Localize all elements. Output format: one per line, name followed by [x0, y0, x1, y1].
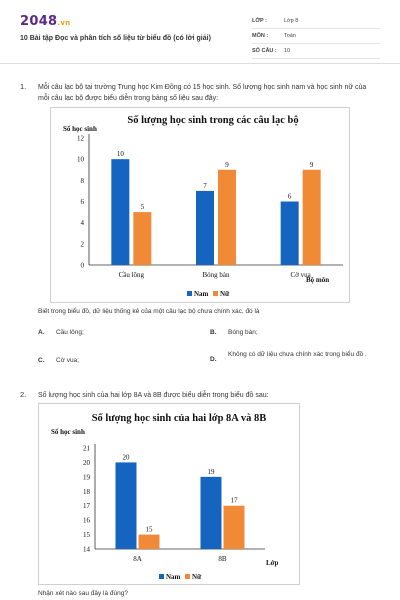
option-c[interactable]: C. Cờ vua;: [38, 356, 198, 365]
x-axis-label: Bộ môn: [306, 276, 329, 284]
meta-key: MÔN :: [252, 33, 269, 39]
option-key: B.: [210, 329, 217, 336]
y-tick-label: 0: [81, 262, 85, 270]
data-label: 9: [310, 161, 314, 169]
question-number: 1.: [20, 82, 27, 91]
option-text: Cờ vua;: [56, 357, 80, 364]
y-axis-label: Số học sinh: [63, 125, 97, 133]
y-tick-label: 4: [81, 219, 85, 227]
document-title: 10 Bài tập Đọc và phân tích số liệu từ b…: [20, 35, 211, 42]
chart-classes-svg: Số lượng học sinh của hai lớp 8A và 8B Số…: [51, 413, 279, 581]
x-tick-label: Cờ vua: [291, 271, 312, 279]
document-meta: LỚP : Lớp 8 MÔN : Toán SỐ CÂU : 10: [252, 14, 380, 59]
option-key: C.: [38, 357, 45, 364]
meta-value: Lớp 8: [284, 18, 299, 24]
data-label: 15: [146, 526, 154, 534]
logo-suffix: .vn: [57, 19, 71, 27]
y-tick-label: 6: [81, 198, 85, 206]
option-text: Bóng bàn;: [228, 329, 258, 336]
y-tick-label: 18: [83, 488, 91, 496]
site-logo[interactable]: 2048.vn: [20, 14, 71, 29]
bar-nam: [196, 190, 214, 265]
data-label: 20: [123, 453, 131, 461]
legend-swatch: [187, 291, 192, 296]
x-tick-label: Cầu lông: [119, 271, 145, 279]
chart-classes: Số lượng học sinh của hai lớp 8A và 8B Số…: [38, 403, 300, 585]
question-1-prompt: Biết trong biểu đồ, dữ liệu thống kê của…: [38, 308, 260, 315]
legend-label: Nữ: [192, 573, 202, 581]
option-a[interactable]: A. Cầu lông;: [38, 328, 198, 337]
y-tick-label: 21: [83, 445, 91, 453]
page-header: 2048.vn 10 Bài tập Đọc và phân tích số l…: [0, 0, 400, 64]
y-tick-label: 20: [83, 459, 91, 467]
y-tick-label: 12: [77, 135, 85, 143]
meta-row-class: LỚP : Lớp 8: [252, 14, 380, 29]
meta-value: 10: [284, 48, 291, 54]
option-d[interactable]: D. Không có dữ liệu chưa chính xác trong …: [210, 350, 378, 364]
legend-label: Nam: [166, 573, 181, 581]
legend-swatch: [185, 574, 190, 579]
data-label: 7: [203, 182, 207, 190]
y-tick-label: 8: [81, 177, 85, 185]
meta-key: LỚP :: [252, 18, 267, 24]
option-key: D.: [210, 356, 217, 363]
y-tick-label: 10: [77, 156, 85, 164]
x-tick-label: Bóng bàn: [202, 271, 230, 279]
data-label: 10: [117, 150, 125, 158]
logo-text: 2048: [20, 14, 58, 29]
data-label: 6: [288, 193, 292, 201]
meta-row-count: SỐ CÂU : 10: [252, 44, 380, 59]
meta-key: SỐ CÂU :: [252, 48, 277, 54]
chart-title: Số lượng học sinh của hai lớp 8A và 8B: [92, 413, 267, 424]
question-text: Mỗi câu lạc bộ tại trường Trung học Kim …: [38, 84, 367, 102]
option-b[interactable]: B. Bóng bàn;: [210, 328, 370, 337]
bar-nam: [115, 462, 137, 549]
chart-clubs: Số lượng học sinh trong các câu lạc bộ Số…: [50, 107, 350, 303]
y-axis-label: Số học sinh: [51, 428, 85, 436]
data-label: 19: [208, 468, 216, 476]
legend-swatch: [159, 574, 164, 579]
y-tick-label: 14: [83, 546, 91, 554]
bar-nu: [133, 212, 152, 265]
data-label: 17: [231, 497, 239, 505]
y-tick-label: 15: [83, 531, 91, 539]
question-text: Số lượng học sinh của hai lớp 8A và 8B đ…: [38, 392, 269, 399]
question-2-prompt: Nhận xét nào sau đây là đúng?: [38, 590, 128, 597]
question-number: 2.: [20, 390, 27, 399]
bar-nu: [302, 169, 321, 265]
data-label: 9: [225, 161, 229, 169]
chart-title: Số lượng học sinh trong các câu lạc bộ: [127, 115, 298, 126]
bar-nam: [111, 159, 130, 265]
bar-nam: [280, 201, 299, 265]
y-tick-label: 16: [83, 517, 91, 525]
bar-nu: [218, 169, 236, 265]
chart-clubs-svg: Số lượng học sinh trong các câu lạc bộ Số…: [63, 115, 343, 298]
legend-swatch: [213, 291, 218, 296]
bar-nam: [200, 476, 222, 549]
option-key: A.: [38, 329, 45, 336]
bar-nu: [223, 505, 245, 549]
y-tick-label: 19: [83, 473, 91, 481]
y-tick-label: 17: [83, 502, 91, 510]
meta-row-subject: MÔN : Toán: [252, 29, 380, 44]
x-tick-label: 8B: [218, 555, 227, 563]
legend-label: Nam: [194, 290, 209, 298]
meta-value: Toán: [284, 33, 296, 39]
option-text: Không có dữ liệu chưa chính xác trong bi…: [228, 351, 367, 358]
x-axis-label: Lớp: [266, 559, 279, 567]
y-tick-label: 2: [81, 240, 85, 248]
bar-nu: [138, 534, 160, 549]
data-label: 5: [141, 203, 145, 211]
legend-label: Nữ: [220, 290, 230, 298]
option-text: Cầu lông;: [56, 329, 84, 336]
x-tick-label: 8A: [133, 555, 142, 563]
